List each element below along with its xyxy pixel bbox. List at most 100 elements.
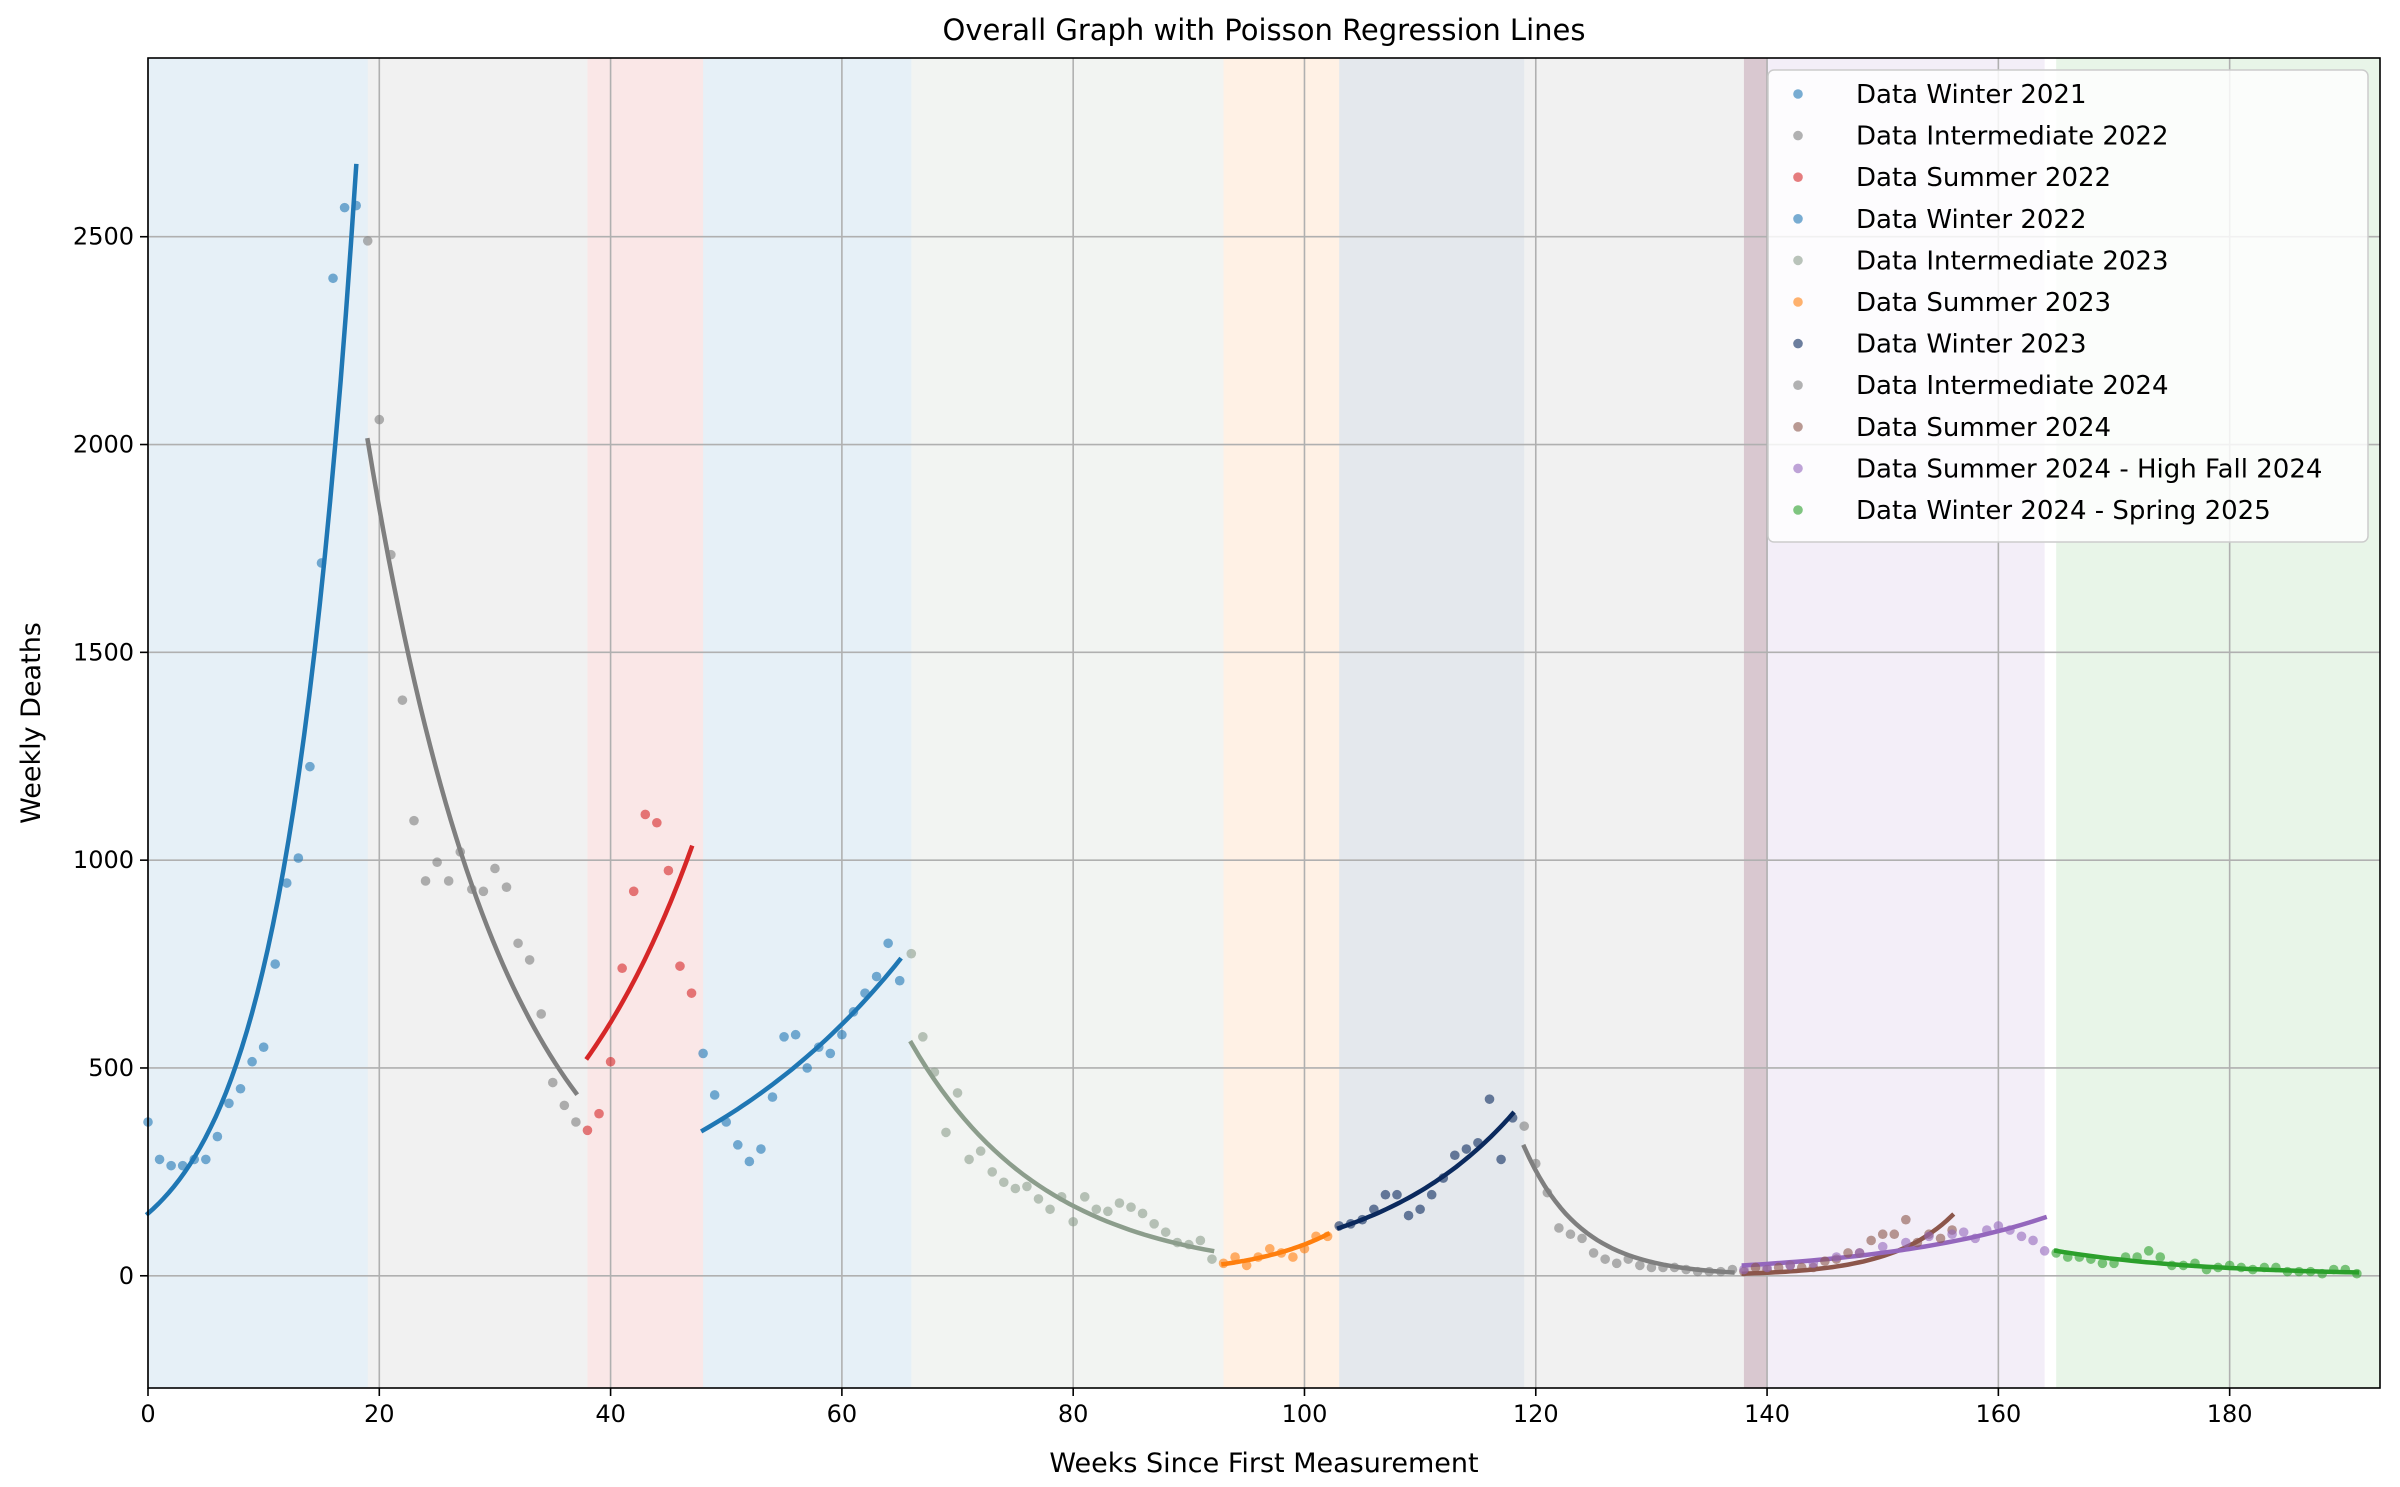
data-point [2062, 1252, 2073, 1262]
data-point [1901, 1214, 1911, 1225]
data-point [998, 1177, 1009, 1188]
data-point [1022, 1181, 1032, 1192]
regression-line [700, 956, 903, 1134]
legend-label: Data Intermediate 2024 [1856, 371, 2169, 401]
data-point [1970, 1233, 1981, 1244]
x-tick-label: 100 [1282, 1400, 1328, 1428]
legend-marker [1793, 255, 1803, 266]
data-point [733, 1140, 743, 1150]
data-point [1773, 1262, 1784, 1273]
y-axis-ticks: 0 500 1000 1500 2000 2500 [73, 223, 148, 1290]
x-axis-ticks: 0 20 40 60 80 100 120 140 160 180 [140, 1388, 2253, 1428]
data-point [2201, 1264, 2212, 1275]
data-point [1935, 1233, 1946, 1244]
data-point [524, 955, 535, 965]
season-band [587, 58, 704, 1388]
x-axis-label: Weeks Since First Measurement [1049, 1448, 1478, 1479]
data-point [1877, 1229, 1888, 1240]
data-point [2340, 1264, 2351, 1275]
legend-marker [1793, 89, 1803, 99]
data-point [698, 1048, 708, 1059]
data-point [177, 1160, 188, 1171]
data-point [2328, 1264, 2339, 1275]
data-point [1195, 1235, 1206, 1246]
data-point [1288, 1252, 1298, 1262]
data-point [328, 273, 338, 284]
data-point [1889, 1229, 1900, 1240]
regression-line [1741, 1214, 2048, 1268]
data-point [2097, 1258, 2108, 1269]
data-point [478, 886, 489, 897]
data-point [571, 1117, 581, 1127]
data-point [1866, 1235, 1876, 1246]
data-point [2028, 1235, 2038, 1246]
data-point [2016, 1231, 2027, 1242]
data-point [455, 847, 466, 857]
data-point [1692, 1266, 1703, 1277]
data-point [802, 1063, 812, 1073]
data-point [1345, 1219, 1356, 1229]
data-point [2352, 1268, 2362, 1279]
data-point [779, 1031, 789, 1042]
data-point [501, 882, 512, 892]
data-point [1149, 1219, 1159, 1229]
legend-label: Data Winter 2024 - Spring 2025 [1856, 496, 2271, 526]
data-point [1450, 1150, 1460, 1161]
x-tick-label: 160 [1975, 1400, 2021, 1428]
legend-marker [1793, 422, 1803, 432]
y-tick-label: 2000 [73, 431, 134, 459]
data-point [201, 1154, 211, 1165]
data-point [2224, 1260, 2235, 1271]
x-tick-label: 0 [140, 1400, 155, 1428]
data-point [1299, 1243, 1310, 1254]
season-band [1524, 58, 1744, 1388]
data-point [1461, 1144, 1472, 1154]
data-point [605, 1056, 616, 1067]
data-point [1611, 1258, 1622, 1269]
data-point [513, 938, 523, 949]
data-point [166, 1160, 176, 1171]
legend-label: Data Summer 2022 [1856, 163, 2111, 193]
data-point [2305, 1266, 2316, 1277]
data-point [235, 1083, 246, 1094]
legend-label: Data Winter 2022 [1856, 205, 2087, 235]
x-tick-label: 60 [827, 1400, 858, 1428]
data-point [2317, 1268, 2327, 1279]
season-band [911, 58, 1224, 1388]
data-point [1588, 1248, 1599, 1258]
data-point [2074, 1252, 2085, 1262]
x-tick-label: 120 [1513, 1400, 1559, 1428]
data-point [2236, 1262, 2247, 1273]
data-point [1160, 1227, 1171, 1237]
legend-marker [1793, 130, 1803, 141]
data-point [536, 1009, 547, 1019]
data-point [894, 975, 905, 986]
data-point [1484, 1094, 1495, 1104]
data-point [224, 1098, 234, 1109]
data-point [467, 884, 477, 895]
data-point [2143, 1246, 2154, 1256]
data-point [652, 817, 662, 828]
data-point [1542, 1187, 1553, 1198]
data-point [1184, 1239, 1194, 1250]
x-tick-label: 80 [1058, 1400, 1089, 1428]
legend-label: Data Intermediate 2023 [1856, 246, 2169, 276]
legend-label: Data Intermediate 2022 [1856, 122, 2169, 152]
data-point [2190, 1258, 2200, 1269]
data-point [1981, 1225, 1992, 1235]
data-point [316, 558, 327, 568]
data-point [790, 1029, 801, 1040]
data-point [906, 948, 917, 959]
data-point [1172, 1237, 1183, 1248]
data-point [1924, 1231, 1934, 1242]
data-point [1091, 1204, 1102, 1215]
data-point [640, 809, 651, 820]
data-point [2120, 1252, 2131, 1262]
data-point [2132, 1252, 2142, 1262]
legend-marker [1793, 172, 1803, 182]
data-point [1762, 1262, 1772, 1273]
data-point [848, 1007, 859, 1017]
data-points [143, 200, 2362, 1279]
data-point [559, 1100, 570, 1111]
